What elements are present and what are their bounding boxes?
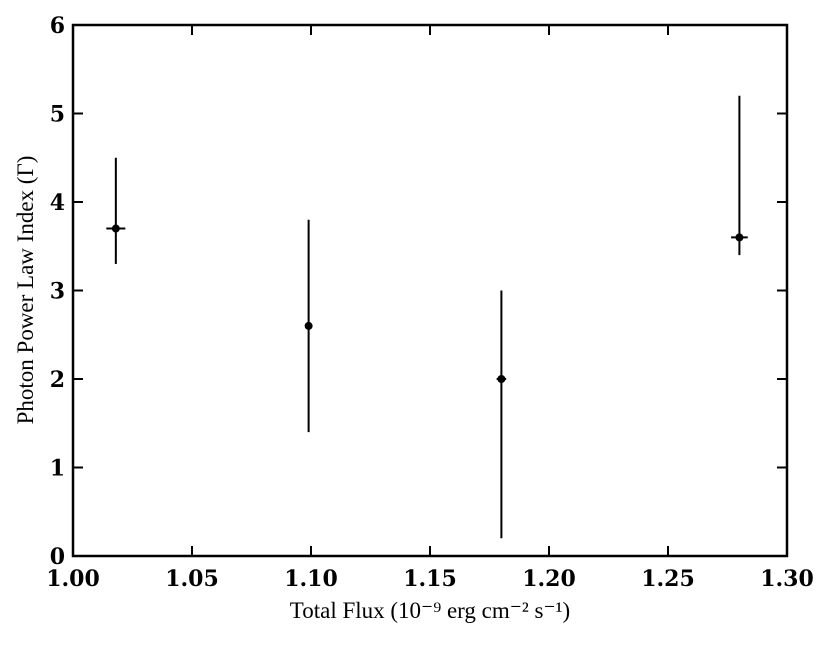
y-tick-label: 0 [50, 544, 65, 570]
point [497, 375, 506, 383]
y-tick-label: 2 [50, 367, 65, 393]
x-axis-label: Total Flux (10⁻⁹ erg cm⁻² s⁻¹) [290, 598, 570, 623]
point [111, 224, 120, 233]
y-tick-label: 1 [50, 456, 65, 482]
x-tick-label: 1.25 [641, 566, 695, 592]
y-tick-label: 4 [50, 190, 65, 216]
y-tick-label: 3 [50, 279, 65, 305]
x-tick-label: 1.15 [403, 566, 457, 592]
x-tick-label: 1.05 [165, 566, 219, 592]
point [304, 321, 313, 330]
x-tick-label: 1.00 [46, 566, 100, 592]
x-tick-label: 1.30 [760, 566, 814, 592]
plot-frame [71, 23, 789, 558]
y-tick-label: 5 [50, 102, 65, 128]
x-tick-label: 1.10 [284, 566, 338, 592]
y-tick-label: 6 [50, 13, 65, 39]
point [735, 233, 744, 242]
y-axis-label: Photon Power Law Index (Γ) [13, 156, 38, 425]
x-tick-label: 1.20 [522, 566, 576, 592]
